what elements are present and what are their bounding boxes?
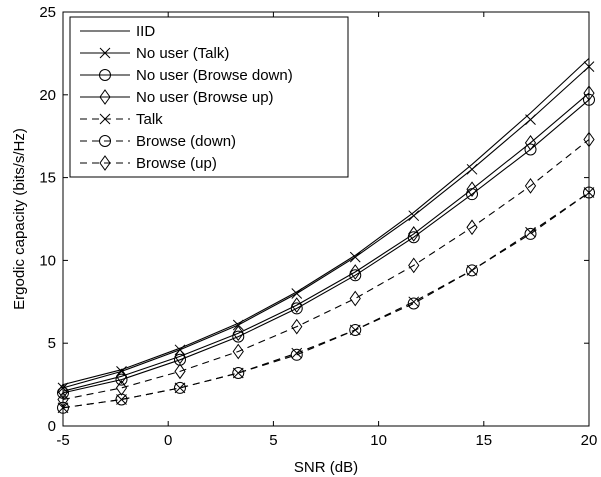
legend-marker bbox=[99, 89, 111, 105]
legend-label: Browse (up) bbox=[136, 155, 217, 172]
legend-label: Browse (down) bbox=[136, 133, 236, 150]
series-line-6 bbox=[62, 139, 590, 401]
legend-label: No user (Browse down) bbox=[136, 67, 293, 84]
data-point bbox=[173, 381, 186, 394]
data-point bbox=[174, 382, 186, 394]
y-tick-label: 5 bbox=[48, 335, 56, 352]
data-point bbox=[291, 347, 303, 359]
legend-item-5: Browse (down) bbox=[80, 133, 236, 150]
legend-item-3: No user (Browse up) bbox=[80, 89, 274, 106]
data-point bbox=[290, 302, 303, 315]
legend-item-1: No user (Talk) bbox=[80, 45, 229, 62]
data-point bbox=[232, 330, 245, 343]
y-tick-label: 10 bbox=[39, 252, 56, 269]
data-point bbox=[173, 353, 186, 366]
data-point bbox=[174, 363, 186, 380]
legend-item-0: IID bbox=[80, 23, 155, 40]
chart-legend: IID No user (Talk) No user (Browse down) No… bbox=[69, 16, 349, 178]
data-point bbox=[232, 367, 244, 379]
data-point bbox=[349, 290, 361, 307]
plot-frame bbox=[62, 11, 590, 427]
data-point bbox=[466, 219, 478, 236]
legend-label: No user (Talk) bbox=[136, 45, 229, 62]
data-point bbox=[466, 264, 479, 277]
y-tick-label: 20 bbox=[39, 87, 56, 104]
x-tick-label: 10 bbox=[370, 432, 387, 449]
legend-marker bbox=[99, 113, 111, 125]
data-point bbox=[291, 297, 303, 313]
data-point bbox=[115, 380, 128, 396]
x-tick-label: 0 bbox=[164, 432, 172, 449]
data-point bbox=[408, 226, 420, 242]
series-line-1 bbox=[62, 66, 590, 389]
data-point bbox=[408, 257, 420, 274]
data-point bbox=[232, 319, 244, 331]
data-point bbox=[232, 325, 244, 342]
data-point bbox=[232, 343, 244, 360]
legend-label: IID bbox=[136, 23, 155, 40]
series-line-3 bbox=[62, 92, 590, 392]
data-point bbox=[116, 394, 127, 405]
data-point bbox=[524, 143, 537, 156]
series-line-2 bbox=[62, 99, 590, 394]
y-tick-label: 0 bbox=[48, 418, 56, 435]
data-point bbox=[525, 114, 536, 125]
legend-marker bbox=[99, 155, 111, 171]
legend-item-2: No user (Browse down) bbox=[80, 67, 293, 84]
legend-label: Talk bbox=[136, 111, 163, 128]
data-point bbox=[466, 163, 478, 175]
series-0 bbox=[62, 57, 590, 386]
series-line-5 bbox=[62, 192, 590, 409]
data-point bbox=[349, 323, 362, 336]
legend-item-4: Talk bbox=[80, 111, 163, 128]
data-point bbox=[291, 318, 303, 335]
legend-marker bbox=[99, 135, 111, 147]
data-point bbox=[466, 181, 478, 198]
data-point bbox=[525, 226, 536, 238]
legend-marker bbox=[99, 47, 111, 59]
x-axis-label: SNR (dB) bbox=[294, 459, 358, 476]
data-point bbox=[115, 373, 128, 386]
data-point bbox=[524, 178, 537, 194]
data-point bbox=[232, 367, 245, 380]
data-point bbox=[408, 210, 420, 222]
legend-marker bbox=[99, 69, 111, 81]
legend-item-6: Browse (up) bbox=[80, 155, 217, 172]
data-point bbox=[174, 348, 186, 365]
data-point bbox=[524, 134, 537, 151]
data-point bbox=[407, 297, 420, 310]
y-tick-label: 15 bbox=[39, 170, 56, 187]
x-tick-label: 5 bbox=[269, 432, 277, 449]
data-point bbox=[524, 227, 537, 240]
data-point bbox=[115, 368, 128, 385]
chart-marks bbox=[57, 57, 595, 414]
data-point bbox=[291, 288, 303, 299]
x-tick-label: 15 bbox=[475, 432, 492, 449]
data-point bbox=[349, 251, 361, 263]
x-tick-label: 20 bbox=[581, 432, 598, 449]
data-point bbox=[115, 393, 128, 406]
series-line-0 bbox=[62, 57, 590, 386]
y-axis-label: Ergodic capacity (bits/s/Hz) bbox=[11, 128, 28, 310]
legend-label: No user (Browse up) bbox=[136, 89, 274, 106]
data-point bbox=[349, 264, 361, 280]
y-tick-label: 25 bbox=[39, 4, 56, 21]
x-tick-label: -5 bbox=[56, 432, 69, 449]
data-point bbox=[290, 348, 303, 361]
